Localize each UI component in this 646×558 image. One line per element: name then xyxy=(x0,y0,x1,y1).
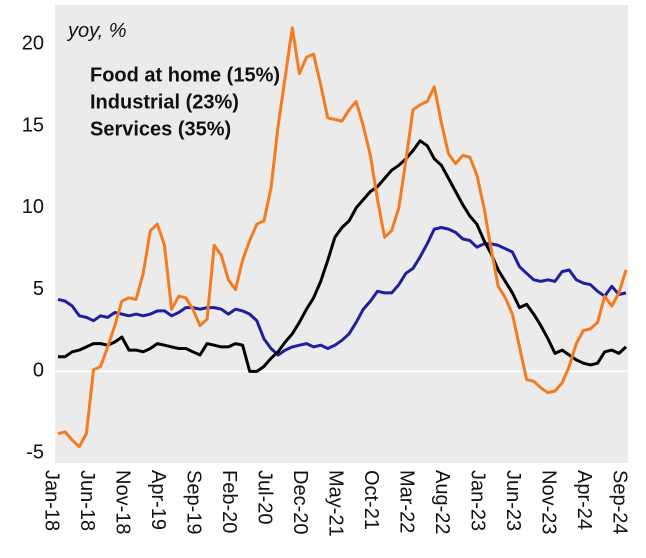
series-line xyxy=(57,226,627,357)
x-tick-label: Nov-23 xyxy=(538,470,560,534)
x-tick-label: Jan-18 xyxy=(41,470,63,531)
x-tick-label: Dec-20 xyxy=(289,470,311,534)
x-tick-label: Jul-20 xyxy=(254,470,276,524)
y-tick-label: 10 xyxy=(22,196,44,218)
y-tick-label: 20 xyxy=(22,33,44,55)
y-tick-label: 0 xyxy=(33,360,44,382)
y-tick-label: -5 xyxy=(26,441,44,463)
x-tick-label: Mar-22 xyxy=(396,470,418,533)
x-tick-label: Sep-24 xyxy=(609,470,631,535)
y-tick-label: 5 xyxy=(33,278,44,300)
x-tick-label: Jan-23 xyxy=(467,470,489,531)
x-tick-label: Apr-24 xyxy=(573,470,595,530)
legend-entry: Services (35%) xyxy=(90,118,231,140)
y-tick-label: 15 xyxy=(22,114,44,136)
x-tick-label: Sep-19 xyxy=(183,470,205,535)
series-line xyxy=(57,26,628,449)
x-tick-label: Aug-22 xyxy=(431,470,453,535)
x-tick-label: Jun-18 xyxy=(76,470,98,531)
x-tick-label: Feb-20 xyxy=(218,470,240,533)
annotation: yoy, % xyxy=(66,20,127,42)
x-tick-label: Nov-18 xyxy=(112,470,134,534)
legend-entry: Food at home (15%) xyxy=(90,64,280,86)
legend-entry: Industrial (23%) xyxy=(90,91,239,113)
x-tick-label: May-21 xyxy=(325,470,347,537)
x-tick-label: Jun-23 xyxy=(502,470,524,531)
x-tick-label: Apr-19 xyxy=(147,470,169,530)
series-line xyxy=(58,139,628,373)
x-tick-label: Oct-21 xyxy=(360,470,382,530)
